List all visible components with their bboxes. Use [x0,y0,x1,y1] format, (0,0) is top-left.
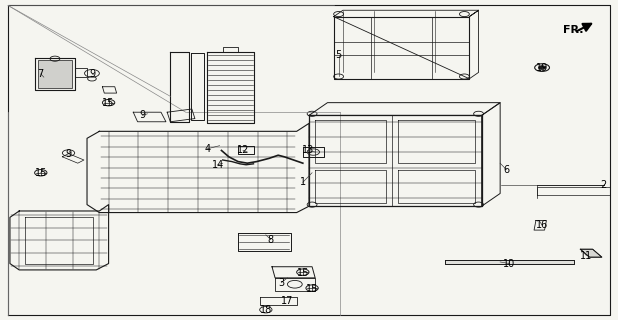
Text: 9: 9 [140,110,146,120]
Text: 6: 6 [503,164,509,174]
Text: 17: 17 [281,296,294,306]
Text: 16: 16 [536,220,548,230]
Text: 1: 1 [300,177,306,187]
Text: 4: 4 [204,144,210,154]
Text: 14: 14 [211,160,224,170]
Text: 9: 9 [66,148,72,159]
Circle shape [538,66,546,69]
Polygon shape [445,260,574,264]
Text: 10: 10 [503,259,515,268]
Text: 19: 19 [536,63,548,73]
Polygon shape [580,249,602,257]
Text: 11: 11 [580,251,593,260]
Text: 18: 18 [260,305,272,316]
Text: 12: 12 [237,146,249,156]
Text: 13: 13 [302,146,314,156]
Text: FR.: FR. [562,25,583,35]
Text: 3: 3 [278,278,284,288]
Text: 15: 15 [297,268,309,278]
Bar [38,60,72,88]
Text: 5: 5 [336,50,342,60]
Text: 2: 2 [601,180,607,190]
Text: 9: 9 [89,69,95,79]
Text: 7: 7 [38,69,44,79]
Text: 15: 15 [35,168,47,178]
Text: 8: 8 [268,235,274,245]
Text: 15: 15 [306,284,318,294]
Text: 15: 15 [103,98,115,108]
